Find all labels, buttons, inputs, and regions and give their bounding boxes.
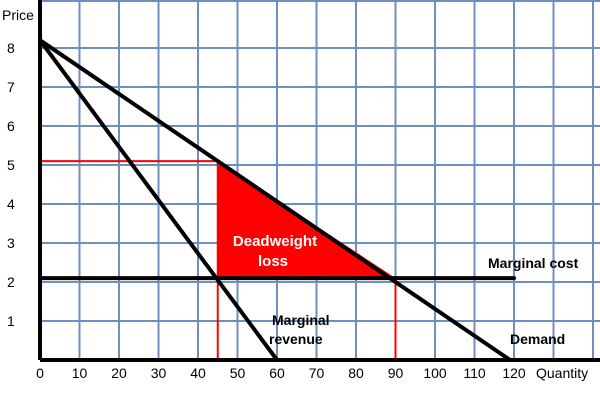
x-tick-label: 100: [423, 365, 447, 381]
x-tick-label: 20: [111, 365, 127, 381]
y-tick-label: 1: [7, 313, 15, 329]
deadweight-loss-label-line2: loss: [258, 253, 288, 270]
deadweight-loss-label-line1: Deadweight: [233, 233, 317, 250]
demand-line: [38, 38, 513, 362]
x-tick-label: 60: [269, 365, 285, 381]
y-tick-label: 5: [7, 157, 15, 173]
x-tick-label: 40: [190, 365, 206, 381]
axes: [38, 0, 600, 362]
x-tick-label: 10: [72, 365, 88, 381]
y-tick-label: 7: [7, 79, 15, 95]
tick-labels: 0 10 20 30 40 50 60 70 80 90 100 110 120 1 2 3 4 5 6 7 8: [7, 40, 526, 381]
x-tick-label: 110: [463, 365, 486, 381]
y-tick-label: 3: [7, 235, 15, 251]
y-tick-label: 2: [7, 274, 15, 290]
y-tick-label: 8: [7, 40, 15, 56]
x-tick-label: 120: [502, 365, 526, 381]
x-tick-label: 80: [348, 365, 364, 381]
x-tick-label: 70: [309, 365, 325, 381]
marginal-revenue-label-line1: Marginal: [272, 312, 330, 328]
grid: [40, 0, 600, 360]
series-group: [38, 38, 516, 362]
x-tick-label: 0: [36, 365, 44, 381]
x-axis-title: Quantity: [536, 365, 588, 381]
x-tick-label: 90: [388, 365, 404, 381]
y-axis-title: Price: [2, 7, 34, 23]
marginal-cost-label: Marginal cost: [488, 255, 579, 271]
y-tick-label: 6: [7, 118, 15, 134]
x-tick-label: 50: [230, 365, 246, 381]
y-tick-label: 4: [7, 196, 15, 212]
demand-label: Demand: [510, 331, 565, 347]
x-tick-label: 30: [151, 365, 167, 381]
marginal-revenue-label-line2: revenue: [269, 331, 323, 347]
marginal-revenue-line: [38, 38, 279, 362]
